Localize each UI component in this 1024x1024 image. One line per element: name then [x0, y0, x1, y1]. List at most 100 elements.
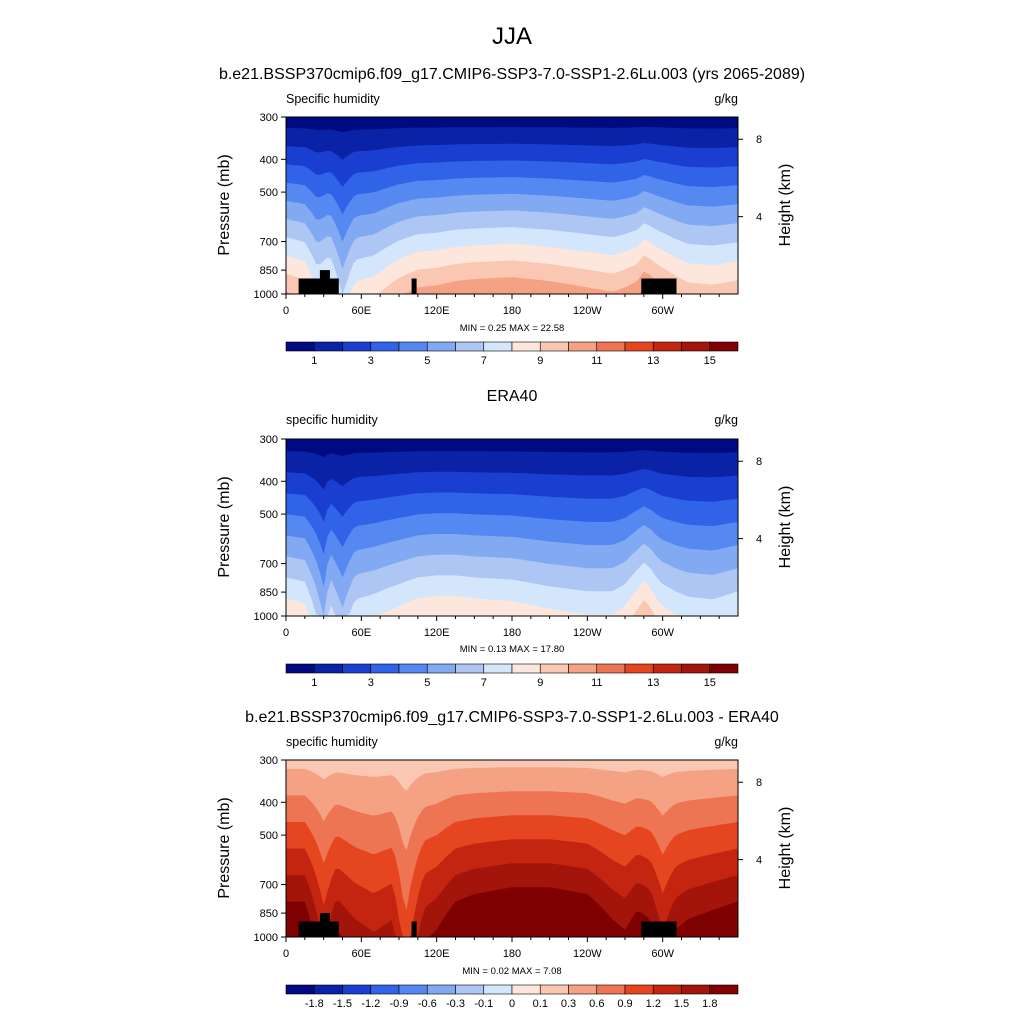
panel-3-ylabel: Pressure (mb): [216, 797, 233, 898]
x-tick-label: 60E: [352, 948, 372, 960]
colorbar-swatch: [285, 341, 315, 352]
x-tick-label: 60E: [352, 627, 372, 639]
panel-2-stats: MIN = 0.13 MAX = 17.80: [460, 644, 565, 655]
x-tick-label: 180: [503, 305, 521, 317]
panel-2-contour-level-7: [286, 562, 738, 616]
y2-tick-label: 8: [756, 777, 762, 789]
panel-3-colorbar: -1.8 -1.5 -1.2 -0.9 -0.6 -0.3 -0.1 0 0.1 0.3 0.6 0.…: [285, 984, 739, 1010]
x-tick-label: 60W: [651, 305, 674, 317]
colorbar-label: 3: [368, 355, 374, 367]
colorbar-swatch: [681, 663, 711, 674]
y-tick-label: 400: [260, 476, 278, 488]
figure-title: JJA: [492, 23, 532, 50]
panel-3-units: g/kg: [714, 735, 738, 749]
colorbar-label: 0.3: [561, 998, 576, 1010]
panel-2: ERA40 specific humidity g/kg 0 60E 120E 180…: [216, 388, 794, 689]
colorbar-label: 5: [424, 355, 430, 367]
y2-tick-label: 8: [756, 456, 762, 468]
colorbar-swatch: [313, 984, 343, 995]
y2-tick-label: 8: [756, 134, 762, 146]
y-tick-label: 850: [260, 265, 278, 277]
panel-1-ylabel: Pressure (mb): [216, 154, 233, 255]
panel-1-terrain-block: [298, 278, 339, 294]
y-tick-label: 700: [260, 559, 278, 571]
y2-tick-label: 4: [756, 534, 762, 546]
y-tick-label: 1000: [254, 289, 278, 301]
x-tick-label: 120E: [424, 948, 450, 960]
colorbar-swatch: [652, 663, 682, 674]
colorbar-swatch: [455, 341, 485, 352]
colorbar-swatch: [652, 341, 682, 352]
colorbar-label: 15: [704, 355, 716, 367]
panel-1-stats: MIN = 0.25 MAX = 22.58: [460, 323, 565, 334]
colorbar-swatch: [539, 663, 569, 674]
colorbar-label: 13: [647, 355, 659, 367]
y-tick-label: 700: [260, 880, 278, 892]
x-tick-label: 0: [283, 627, 289, 639]
x-tick-label: 0: [283, 948, 289, 960]
colorbar-label: 15: [704, 677, 716, 689]
colorbar-label: 7: [481, 677, 487, 689]
panel-1-min-value: 0.25: [488, 323, 507, 334]
colorbar-label: 1.8: [702, 998, 717, 1010]
colorbar-swatch: [426, 341, 456, 352]
y-tick-label: 300: [260, 112, 278, 124]
colorbar-label: 0: [509, 998, 515, 1010]
colorbar-swatch: [455, 984, 485, 995]
x-tick-label: 120W: [573, 948, 602, 960]
panel-3-y2label: Height (km): [777, 807, 794, 890]
colorbar-label: 1.2: [646, 998, 661, 1010]
colorbar-label: -1.2: [361, 998, 380, 1010]
colorbar-label: -0.6: [418, 998, 437, 1010]
panel-2-ylabel: Pressure (mb): [216, 476, 233, 577]
x-tick-label: 120W: [573, 627, 602, 639]
y-tick-label: 850: [260, 587, 278, 599]
panel-2-y2label: Height (km): [777, 486, 794, 569]
panel-2-plot-area: 0 60E 120E 180 120W 60W 300 400 500 700 850 1000 8 4: [254, 434, 763, 639]
colorbar-swatch: [624, 341, 654, 352]
y-tick-label: 300: [260, 755, 278, 767]
x-tick-label: 120E: [424, 627, 450, 639]
colorbar-label: 13: [647, 677, 659, 689]
panel-1-plot-area: 0 60E 120E 180 120W 60W 300 400 500 700 850 1000 8 4: [254, 112, 763, 317]
colorbar-swatch: [426, 984, 456, 995]
panel-2-max-label: MAX =: [509, 644, 538, 655]
y2-tick-label: 4: [756, 212, 762, 224]
colorbar-swatch: [342, 663, 372, 674]
colorbar-label: -0.9: [390, 998, 409, 1010]
colorbar-swatch: [596, 341, 626, 352]
panel-1-min-label: MIN =: [460, 323, 486, 334]
colorbar-swatch: [313, 341, 343, 352]
panel-3-min-value: 0.02: [491, 966, 510, 977]
panel-2-units: g/kg: [714, 413, 738, 427]
x-tick-label: 120W: [573, 305, 602, 317]
panel-1-variable-label: Specific humidity: [286, 92, 381, 106]
colorbar-label: 11: [591, 677, 602, 689]
colorbar-swatch: [511, 984, 541, 995]
colorbar-swatch: [483, 341, 513, 352]
y-tick-label: 400: [260, 797, 278, 809]
colorbar-swatch: [709, 341, 739, 352]
y-tick-label: 500: [260, 509, 278, 521]
colorbar-label: 1: [311, 677, 317, 689]
colorbar-swatch: [483, 984, 513, 995]
panel-1-colorbar: 1 3 5 7 9 11 13 15: [285, 341, 739, 367]
x-tick-label: 180: [503, 948, 521, 960]
colorbar-swatch: [483, 663, 513, 674]
colorbar-swatch: [342, 984, 372, 995]
panel-1-y2label: Height (km): [777, 164, 794, 247]
y-tick-label: 500: [260, 187, 278, 199]
colorbar-swatch: [709, 663, 739, 674]
colorbar-label: -0.3: [446, 998, 465, 1010]
panel-1-units: g/kg: [714, 92, 738, 106]
panel-2-title: ERA40: [487, 388, 538, 405]
colorbar-swatch: [624, 663, 654, 674]
colorbar-label: -1.8: [305, 998, 324, 1010]
colorbar-swatch: [511, 341, 541, 352]
panel-3-plot-area: 0 60E 120E 180 120W 60W 300 400 500 700 850 1000 8 4: [254, 755, 763, 960]
colorbar-swatch: [342, 341, 372, 352]
x-tick-label: 60W: [651, 627, 674, 639]
panel-1-contour-level-9: [286, 255, 738, 294]
colorbar-swatch: [539, 341, 569, 352]
panel-3-contour-level-7: [286, 887, 738, 937]
